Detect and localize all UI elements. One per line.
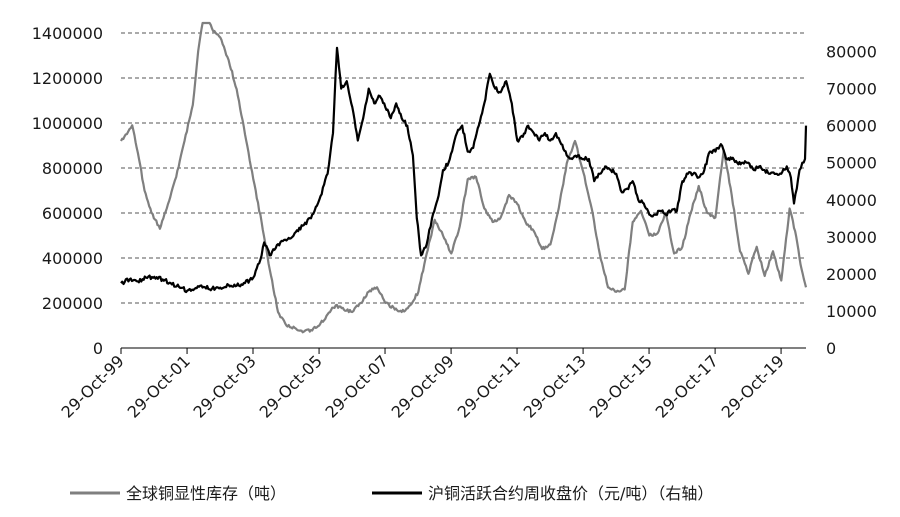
legend-label-price: 沪铜活跃合约周收盘价（元/吨）（右轴） [428, 484, 713, 503]
y-left-tick-label: 800000 [42, 159, 103, 178]
y-left-tick-label: 0 [93, 339, 103, 358]
y-left-tick-label: 1400000 [32, 24, 103, 43]
y-right-tick-label: 70000 [826, 80, 877, 99]
x-tick-label: 29-Oct-99 [58, 351, 128, 421]
y-left-tick-label: 1200000 [32, 69, 103, 88]
y-right-tick-label: 50000 [826, 154, 877, 173]
x-tick-label: 29-Oct-07 [322, 351, 392, 421]
series-line-inventory [120, 21, 808, 334]
y-right-tick-label: 30000 [826, 228, 877, 247]
legend-label-inventory: 全球铜显性库存（吨） [126, 484, 286, 503]
y-right-tick-label: 80000 [826, 43, 877, 62]
x-tick-label: 29-Oct-19 [718, 351, 788, 421]
legend: 全球铜显性库存（吨） 沪铜活跃合约周收盘价（元/吨）（右轴） [70, 484, 713, 503]
y-left-tick-label: 400000 [42, 249, 103, 268]
y-left-tick-label: 600000 [42, 204, 103, 223]
x-tick-label: 29-Oct-15 [586, 351, 656, 421]
series-layer [120, 21, 808, 334]
gridlines [121, 32, 806, 304]
x-tick-label: 29-Oct-17 [652, 351, 722, 421]
y-left-tick-label: 200000 [42, 294, 103, 313]
y-right-tick-label: 20000 [826, 265, 877, 284]
x-tick-label: 29-Oct-09 [388, 351, 458, 421]
axes: 0200000400000600000800000100000012000001… [32, 24, 877, 422]
y-right-tick-label: 60000 [826, 117, 877, 136]
y-right-tick-label: 0 [826, 339, 836, 358]
y-right-tick-label: 10000 [826, 302, 877, 321]
x-tick-label: 29-Oct-11 [454, 351, 524, 421]
y-right-tick-label: 40000 [826, 191, 877, 210]
x-tick-label: 29-Oct-13 [520, 351, 590, 421]
series-line-price [120, 46, 808, 294]
y-left-tick-label: 1000000 [32, 114, 103, 133]
x-tick-label: 29-Oct-05 [256, 351, 326, 421]
x-tick-label: 29-Oct-01 [124, 351, 194, 421]
x-tick-label: 29-Oct-03 [190, 351, 260, 421]
